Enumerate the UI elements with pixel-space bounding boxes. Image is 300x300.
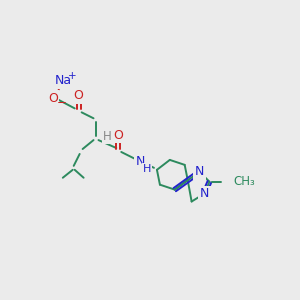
- Text: H: H: [143, 164, 151, 174]
- Text: O: O: [74, 89, 84, 102]
- Text: +: +: [68, 71, 77, 81]
- Text: O: O: [48, 92, 58, 105]
- Text: N: N: [195, 165, 204, 178]
- Text: Na: Na: [54, 74, 71, 87]
- Text: H: H: [103, 130, 112, 142]
- Text: −: −: [57, 96, 67, 109]
- Text: CH₃: CH₃: [233, 175, 255, 188]
- Text: O: O: [113, 129, 123, 142]
- Text: N: N: [200, 187, 209, 200]
- Text: N: N: [135, 155, 145, 168]
